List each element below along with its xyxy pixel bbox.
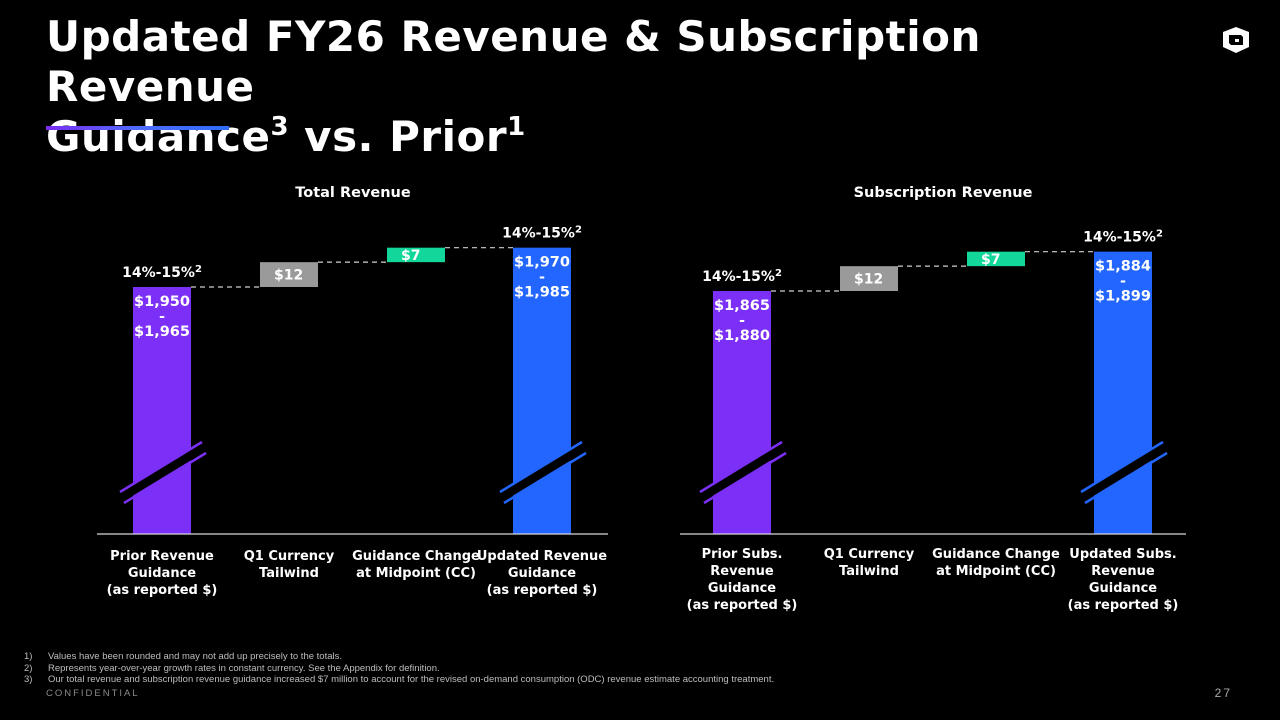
page-number: 27: [1214, 686, 1232, 700]
footnote-text: Values have been rounded and may not add…: [48, 651, 342, 662]
growth-rate-label: 14%-15%2: [122, 264, 202, 281]
title-footnote-ref-1: 1: [507, 112, 526, 142]
footnote: 3) Our total revenue and subscription re…: [24, 674, 1024, 686]
category-label: Prior Subs. Revenue Guidance (as reported $…: [687, 547, 798, 613]
bar-value-label: $12: [854, 272, 883, 288]
axis-break-line: [499, 440, 583, 494]
bar-value-label: $1,950 -$1,965: [134, 294, 190, 340]
bar: [967, 251, 1025, 267]
footnote-text: Our total revenue and subscription reven…: [48, 674, 775, 685]
bar-value-label: $7: [981, 252, 1000, 268]
category-label: Guidance Change at Midpoint (CC): [932, 547, 1060, 579]
axis-break-mark: [1080, 443, 1168, 501]
category-label: Guidance Change at Midpoint (CC): [352, 549, 480, 581]
axis-break-line: [1080, 440, 1164, 494]
bar-value-label: $12: [274, 268, 303, 284]
axis-break-mark: [699, 443, 787, 501]
bar: [713, 291, 771, 534]
growth-rate-label: 14%-15%2: [702, 268, 782, 285]
footnote-number: 2): [24, 662, 33, 674]
title-line-2b: vs. Prior: [289, 112, 508, 161]
page-title: Updated FY26 Revenue & Subscription Reve…: [46, 12, 1166, 162]
axis-break-line: [119, 440, 203, 494]
footnote: 2) Represents year-over-year growth rate…: [24, 663, 1024, 675]
footnote-number: 3): [24, 674, 33, 685]
bar-value-label: $7: [401, 248, 420, 264]
bar-value-label: $1,970 -$1,985: [514, 255, 570, 301]
title-line-1: Updated FY26 Revenue & Subscription Reve…: [46, 12, 981, 111]
axis-break-line: [1084, 451, 1168, 505]
category-label: Q1 Currency Tailwind: [244, 549, 335, 581]
bar: [260, 262, 318, 287]
axis-break-line: [703, 451, 787, 505]
bar: [840, 266, 898, 291]
category-label: Q1 Currency Tailwind: [824, 547, 915, 579]
footnote: 1) Values have been rounded and may not …: [24, 651, 1024, 663]
chart-title: Total Revenue: [295, 185, 411, 201]
title-line-2a: Guidance: [46, 112, 271, 161]
category-label: Updated Subs. Revenue Guidance (as reported…: [1068, 547, 1179, 613]
footnote-number: 1): [24, 651, 33, 662]
title-accent-bar: [46, 126, 229, 130]
category-label: Updated Revenue Guidance (as reported $): [477, 549, 607, 598]
category-label: Prior Revenue Guidance (as reported $): [107, 549, 218, 598]
bar-value-label: $1,884 -$1,899: [1095, 259, 1151, 305]
bar-value-label: $1,865 -$1,880: [714, 298, 770, 344]
growth-rate-label: 14%-15%2: [502, 225, 582, 242]
axis-break-mark: [499, 443, 587, 501]
growth-rate-label: 14%-15%2: [1083, 229, 1163, 246]
footnotes: 1) Values have been rounded and may not …: [24, 651, 1024, 686]
bar: [387, 247, 445, 263]
axis-break-line: [699, 440, 783, 494]
axis-break-mark: [119, 443, 207, 501]
footnote-text: Represents year-over-year growth rates i…: [48, 662, 440, 674]
confidential-label: CONFIDENTIAL: [46, 688, 140, 699]
axis-break-line: [503, 451, 587, 505]
chart-title: Subscription Revenue: [854, 185, 1033, 201]
axis-break-line: [123, 451, 207, 505]
cube-logo-icon: [1223, 27, 1249, 53]
title-footnote-ref-3: 3: [270, 112, 290, 142]
